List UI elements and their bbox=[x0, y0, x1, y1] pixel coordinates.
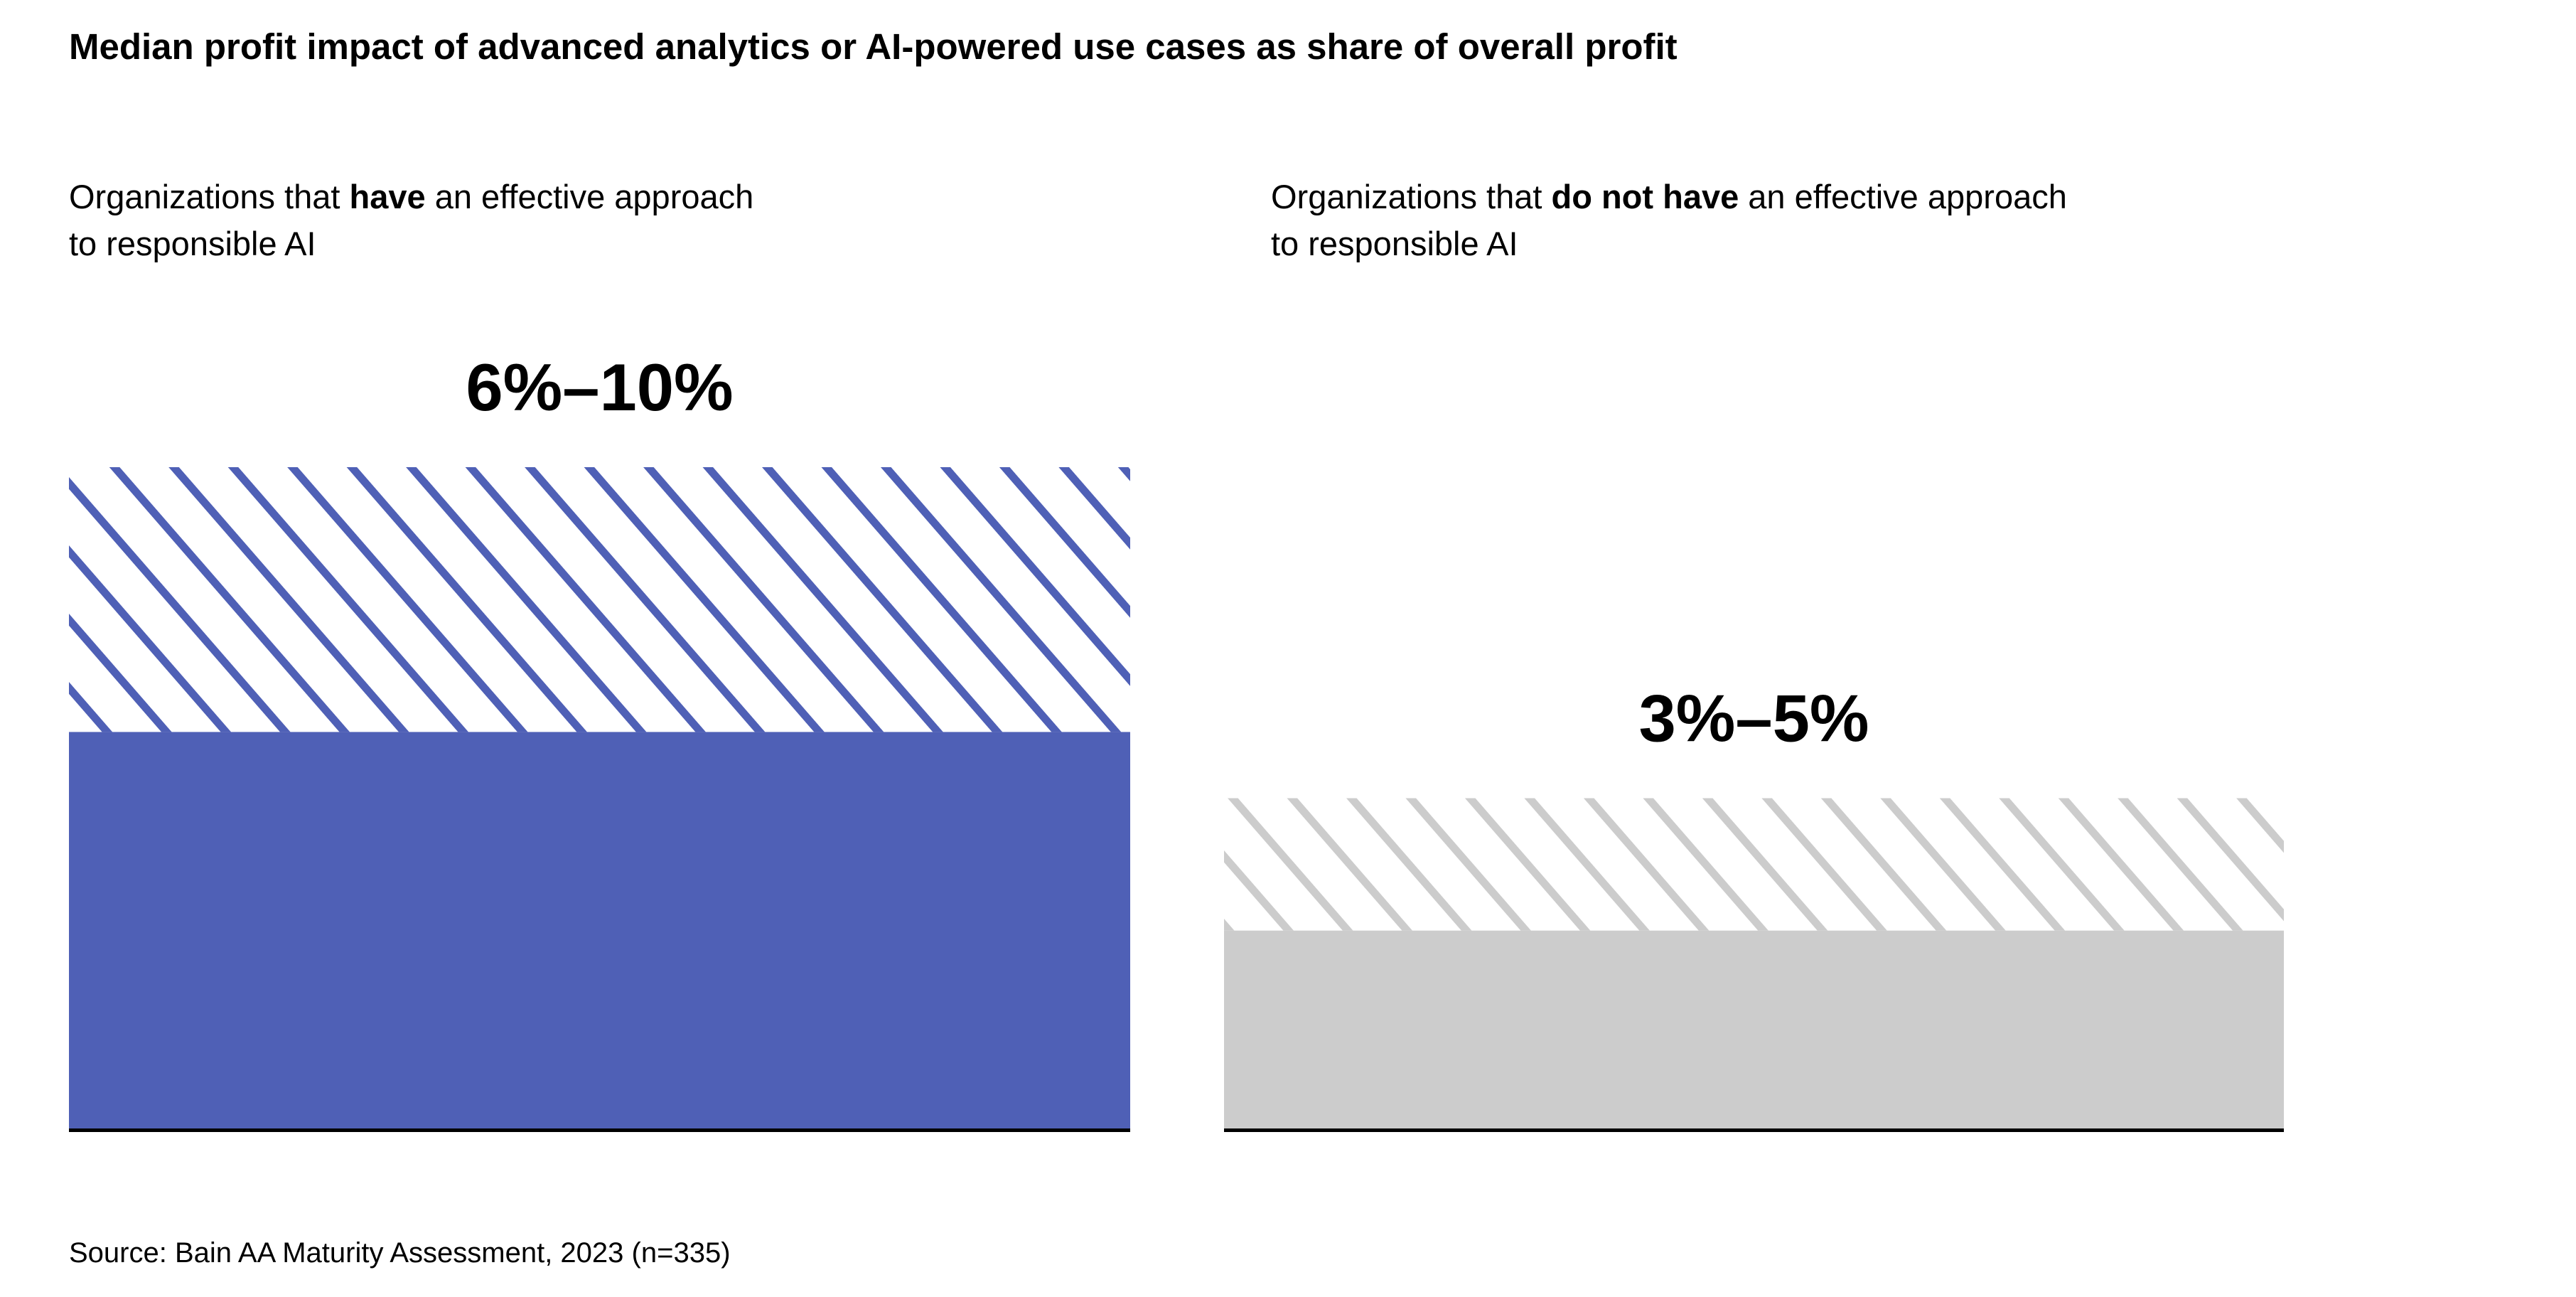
subtitle-text: Organizations that bbox=[69, 178, 350, 215]
subtitle-text: to responsible AI bbox=[1271, 225, 1518, 262]
bar-range-hatch bbox=[1224, 798, 2284, 931]
subtitle-emphasis: do not have bbox=[1551, 178, 1739, 215]
subtitle-emphasis: have bbox=[349, 178, 426, 215]
source-note: Source: Bain AA Maturity Assessment, 202… bbox=[69, 1237, 731, 1269]
baseline-axis bbox=[1224, 1128, 2284, 1132]
panel-subtitle-right: Organizations that do not have an effect… bbox=[1271, 174, 2067, 267]
subtitle-text: Organizations that bbox=[1271, 178, 1552, 215]
chart-title: Median profit impact of advanced analyti… bbox=[69, 26, 1678, 67]
subtitle-text: to responsible AI bbox=[69, 225, 316, 262]
baseline-axis bbox=[69, 1128, 1130, 1132]
bar-low-solid bbox=[1224, 930, 2284, 1129]
subtitle-text: an effective approach bbox=[1739, 178, 2067, 215]
bar-range-hatch bbox=[69, 467, 1130, 732]
panel-subtitle-left: Organizations that have an effective app… bbox=[69, 174, 753, 267]
data-label: 6%–10% bbox=[466, 350, 733, 425]
data-label: 3%–5% bbox=[1639, 681, 1869, 756]
subtitle-text: an effective approach bbox=[425, 178, 754, 215]
bar-low-solid bbox=[69, 732, 1130, 1129]
